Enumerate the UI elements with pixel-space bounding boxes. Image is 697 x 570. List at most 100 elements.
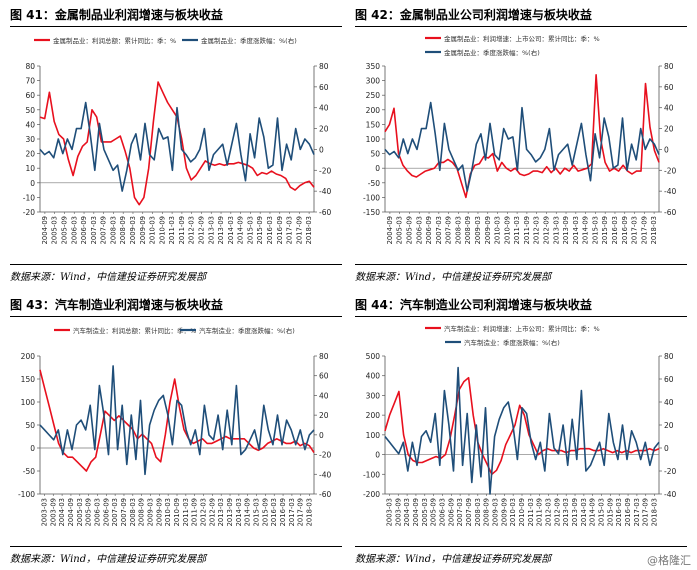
x-tick-label: 2005-09 [60, 216, 68, 244]
chart-panel-44: 图 44：汽车制造业公司利润增速与板块收益 汽车制造业：利润增速：上市公司：累计… [355, 296, 687, 568]
chart-svg: 金属制品业：利润增速：上市公司：累计同比：季：% 金属制品业：季度涨跌幅：%(右)… [363, 34, 677, 244]
x-tick-label: 2008-09 [464, 216, 472, 244]
series-line [384, 101, 660, 192]
series-line [39, 101, 315, 192]
series-line [384, 366, 660, 495]
right-tick-label: 80 [664, 352, 674, 361]
x-tick-label: 2010-09 [518, 498, 526, 526]
left-tick-label: 300 [366, 77, 381, 86]
x-tick-label: 2017-03 [288, 498, 296, 526]
x-tick-label: 2014-03 [580, 498, 588, 526]
x-tick-label: 2003-09 [49, 498, 57, 526]
left-tick-label: -100 [363, 193, 380, 202]
legend-label: 汽车制造业：利润总额：累计同比：季：% [73, 326, 196, 335]
legend-label: 金属制品业：利润增速：上市公司：累计同比：季：% [444, 34, 600, 43]
series-line [39, 369, 315, 472]
source-note: 数据来源：Wind，中信建投证券研究发展部 [10, 554, 207, 565]
source-note: 数据来源：Wind，中信建投证券研究发展部 [10, 272, 207, 283]
x-tick-label: 2008-09 [138, 498, 146, 526]
x-tick-label: 2016-03 [266, 216, 274, 244]
left-tick-label: -100 [18, 490, 35, 499]
x-tick-label: 2015-09 [261, 498, 269, 526]
x-tick-label: 2008-03 [454, 216, 462, 244]
chart-title: 图 42：金属制品业公司利润增速与板块收益 [355, 8, 592, 22]
x-tick-label: 2008-03 [109, 216, 117, 244]
left-tick-label: 100 [366, 431, 381, 440]
x-tick-label: 2018-03 [651, 498, 659, 526]
title-rule [355, 26, 687, 27]
right-tick-label: -40 [319, 187, 331, 196]
x-tick-label: 2010-09 [503, 216, 511, 244]
legend-label: 汽车制造业：季度涨跌幅：%(右) [199, 326, 295, 335]
right-tick-label: 20 [664, 421, 674, 430]
x-tick-label: 2003-03 [40, 498, 48, 526]
x-tick-label: 2009-03 [474, 216, 482, 244]
left-tick-label: -150 [363, 208, 380, 217]
x-tick-label: 2017-03 [631, 216, 639, 244]
bottom-rule [10, 264, 342, 265]
x-tick-label: 2003-03 [385, 498, 393, 526]
x-tick-label: 2015-09 [256, 216, 264, 244]
x-tick-label: 2006-03 [93, 498, 101, 526]
right-tick-label: 20 [319, 125, 329, 134]
title-rule [355, 316, 687, 317]
x-tick-label: 2015-03 [253, 498, 261, 526]
right-tick-label: 20 [664, 125, 674, 134]
left-tick-label: 40 [25, 120, 35, 129]
x-tick-label: 2016-09 [621, 216, 629, 244]
right-tick-label: -60 [664, 208, 676, 217]
legend-label: 金属制品业：季度涨跌幅：%(右) [201, 36, 297, 45]
series-line [384, 73, 660, 199]
right-tick-label: -40 [319, 470, 331, 479]
left-tick-label: 200 [21, 352, 36, 361]
x-tick-label: 2016-09 [276, 216, 284, 244]
right-tick-label: -60 [319, 490, 331, 499]
x-tick-label: 2013-03 [217, 498, 225, 526]
legend-label: 金属制品业：利润总额：累计同比：季：% [53, 36, 176, 45]
x-tick-label: 2004-09 [41, 216, 49, 244]
right-tick-label: -20 [664, 166, 676, 175]
x-tick-label: 2009-09 [139, 216, 147, 244]
x-tick-label: 2007-03 [456, 498, 464, 526]
series-line [39, 81, 315, 206]
x-tick-label: 2007-03 [111, 498, 119, 526]
x-tick-label: 2015-03 [246, 216, 254, 244]
chart-panel-42: 图 42：金属制品业公司利润增速与板块收益 金属制品业：利润增速：上市公司：累计… [355, 6, 687, 286]
x-tick-label: 2017-09 [640, 216, 648, 244]
x-tick-label: 2017-09 [297, 498, 305, 526]
left-tick-label: 20 [25, 150, 35, 159]
x-tick-label: 2010-03 [494, 216, 502, 244]
x-tick-label: 2005-09 [85, 498, 93, 526]
title-rule [10, 26, 342, 27]
x-tick-label: 2014-09 [582, 216, 590, 244]
x-tick-label: 2008-03 [474, 498, 482, 526]
x-tick-label: 2007-09 [465, 498, 473, 526]
x-tick-label: 2014-03 [235, 498, 243, 526]
x-tick-label: 2018-03 [305, 216, 313, 244]
x-tick-label: 2005-03 [421, 498, 429, 526]
x-tick-label: 2006-03 [438, 498, 446, 526]
right-tick-label: 60 [319, 83, 329, 92]
left-tick-label: 60 [25, 91, 35, 100]
x-tick-label: 2010-09 [158, 216, 166, 244]
source-note: 数据来源：Wind，中信建投证券研究发展部 [355, 272, 552, 283]
source-note: 数据来源：Wind，中信建投证券研究发展部 [355, 554, 552, 565]
left-tick-label: 100 [21, 398, 36, 407]
x-tick-label: 2007-09 [100, 216, 108, 244]
x-tick-label: 2013-09 [226, 498, 234, 526]
x-tick-label: 2015-09 [601, 216, 609, 244]
x-tick-label: 2007-03 [435, 216, 443, 244]
x-tick-label: 2007-09 [120, 498, 128, 526]
x-tick-label: 2013-03 [207, 216, 215, 244]
left-tick-label: -100 [363, 470, 380, 479]
x-tick-label: 2013-03 [552, 216, 560, 244]
x-tick-label: 2013-09 [562, 216, 570, 244]
x-tick-label: 2012-09 [542, 216, 550, 244]
x-tick-label: 2016-09 [279, 498, 287, 526]
left-tick-label: 150 [366, 120, 381, 129]
x-tick-label: 2018-03 [306, 498, 314, 526]
x-tick-label: 2010-03 [509, 498, 517, 526]
left-tick-label: 150 [21, 375, 36, 384]
right-tick-label: -60 [319, 208, 331, 217]
x-tick-label: 2017-03 [286, 216, 294, 244]
